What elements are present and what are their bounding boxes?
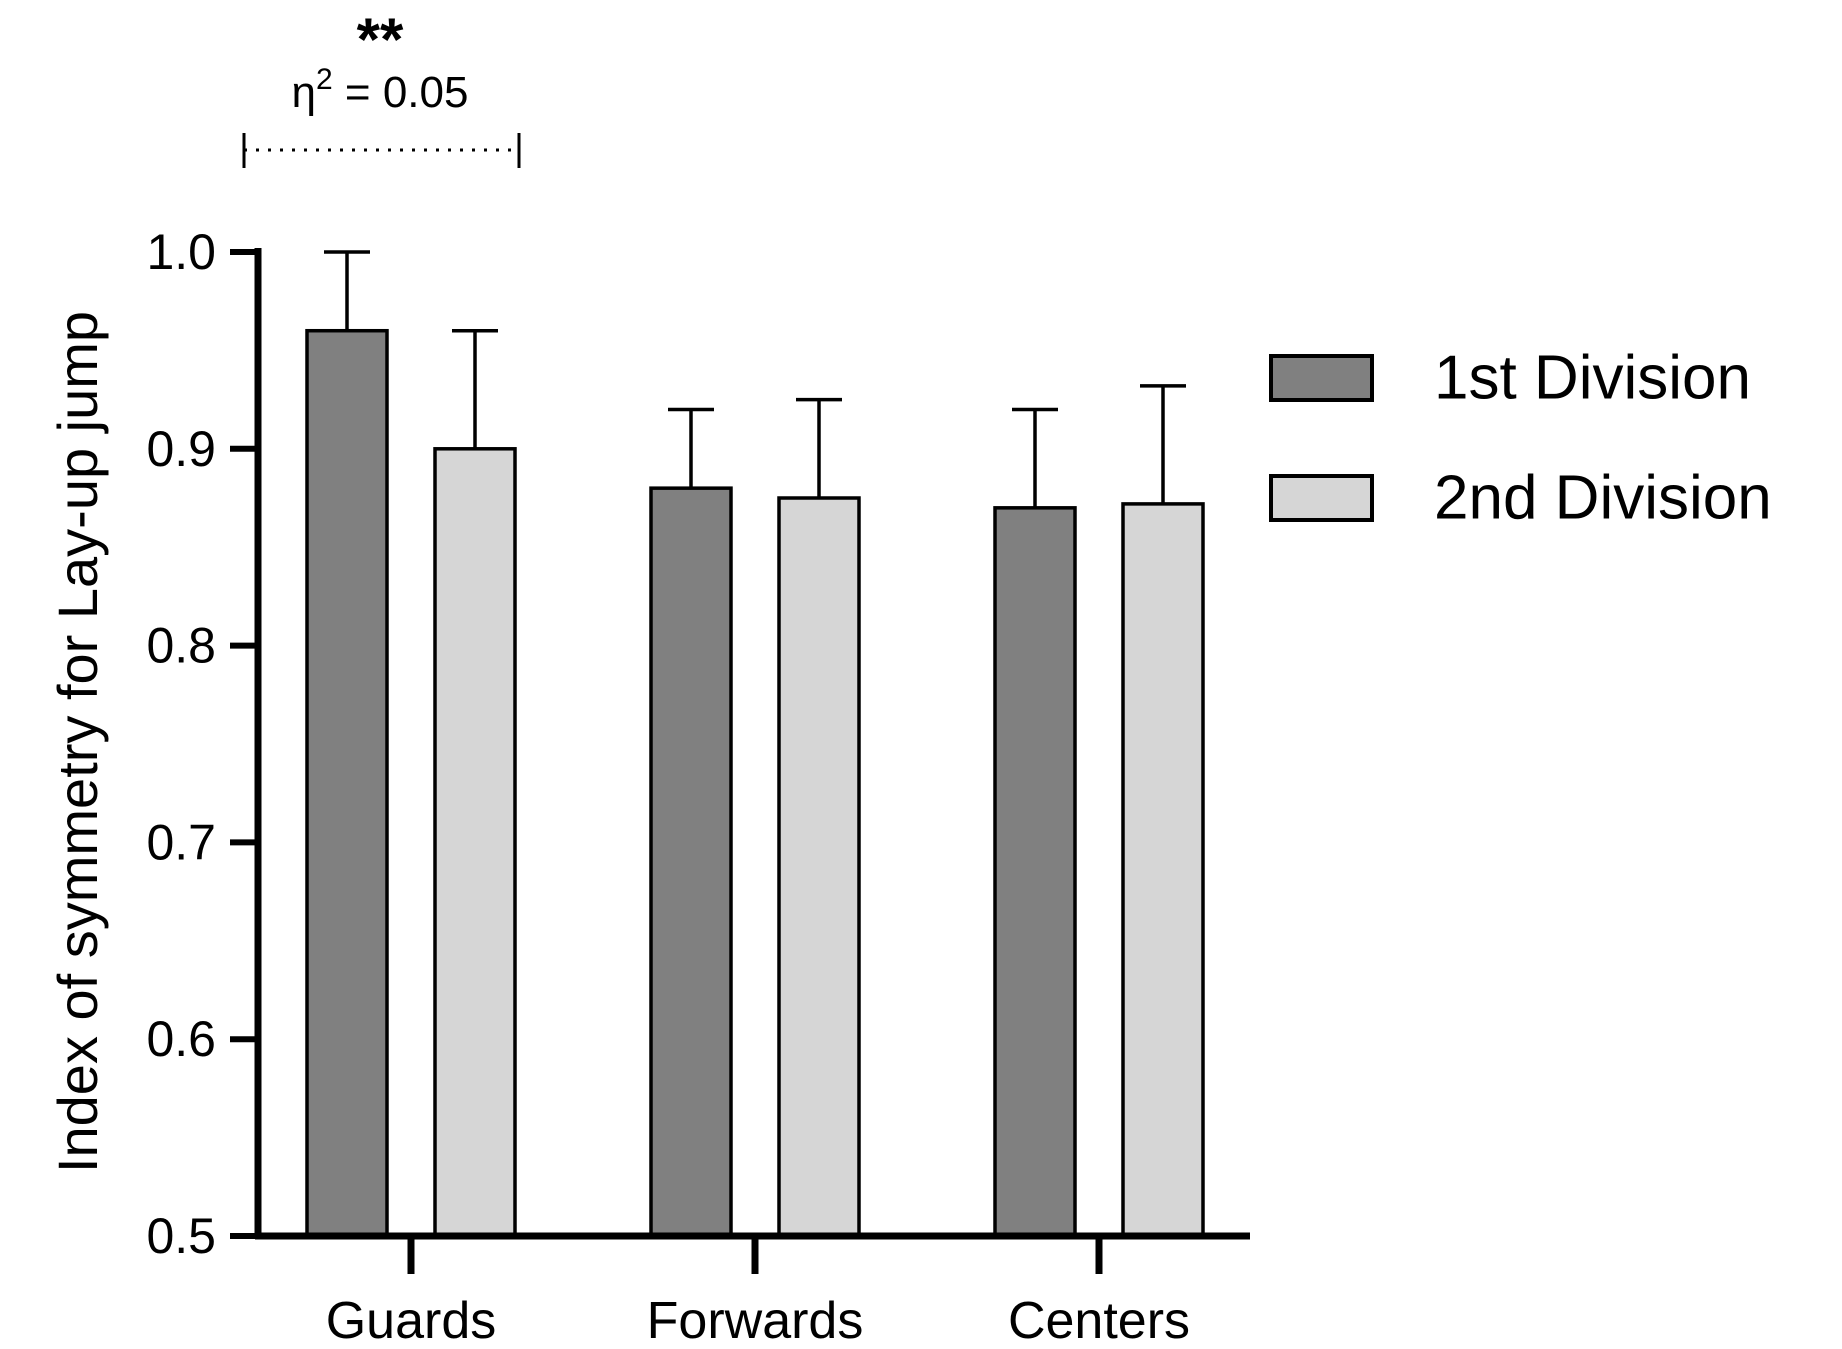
- y-axis-label: Index of symmetry for Lay-up jump: [46, 311, 109, 1173]
- significance-annotation: ** η2 = 0.05: [242, 6, 521, 168]
- bar-forwards-series-1: [649, 486, 733, 1238]
- bar-guards-series-1: [305, 328, 389, 1238]
- x-tick-label-forwards: Forwards: [647, 1292, 864, 1349]
- bars: [305, 328, 1205, 1238]
- bar-centers-series-2: [1121, 502, 1205, 1238]
- effect-size-value: = 0.05: [333, 68, 469, 117]
- effect-size-exponent: 2: [316, 63, 333, 96]
- bar-guards-series-2: [433, 447, 517, 1238]
- legend-label-series-2: 2nd Division: [1434, 464, 1772, 533]
- y-tick-label: 1.0: [146, 224, 216, 280]
- y-tick-label: 0.6: [146, 1011, 216, 1067]
- y-tick-label: 0.7: [146, 814, 216, 870]
- x-tick-label-centers: Centers: [1008, 1292, 1190, 1349]
- legend-swatch-series-2: [1269, 474, 1374, 522]
- error-bars: [324, 250, 1186, 508]
- x-tick-label-guards: Guards: [326, 1292, 497, 1349]
- effect-size-symbol: η: [292, 68, 316, 117]
- y-tick-label: 0.5: [146, 1208, 216, 1264]
- bar-centers-series-1: [993, 506, 1077, 1238]
- effect-size-label: η2 = 0.05: [292, 63, 469, 117]
- legend-label-series-1: 1st Division: [1434, 344, 1751, 413]
- axes: [254, 248, 1250, 1240]
- legend-swatch-series-1: [1269, 354, 1374, 402]
- legend: 1st Division 2nd Division: [1269, 344, 1772, 533]
- bar-forwards-series-2: [777, 496, 861, 1238]
- significance-stars: **: [357, 6, 404, 73]
- x-ticks: Guards Forwards Centers: [326, 1236, 1190, 1349]
- y-tick-label: 0.9: [146, 421, 216, 477]
- y-tick-label: 0.8: [146, 618, 216, 674]
- y-ticks: 0.5 0.6 0.7 0.8 0.9 1.0: [146, 224, 258, 1264]
